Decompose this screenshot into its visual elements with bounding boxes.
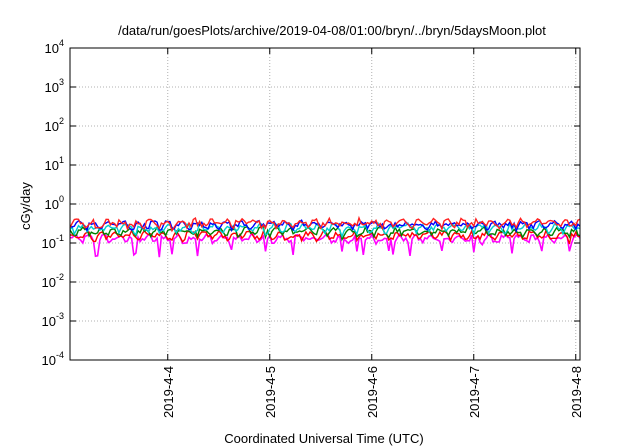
chart-title: /data/run/goesPlots/archive/2019-04-08/0… (118, 23, 546, 38)
y-axis: 10-4 10-3 10-2 10-1 100 101 102 103 104 (42, 38, 580, 368)
x-tick-label: 2019-4-4 (161, 366, 176, 418)
y-tick-label: 10-4 (42, 350, 64, 368)
x-axis-label: Coordinated Universal Time (UTC) (224, 431, 423, 446)
y-tick-label: 103 (45, 77, 64, 95)
y-tick-label: 104 (45, 38, 64, 56)
grid (70, 47, 580, 361)
y-tick-label: 10-2 (42, 272, 64, 290)
x-tick-label: 2019-4-8 (569, 366, 584, 418)
series-line (69, 224, 581, 242)
x-tick-label: 2019-4-5 (263, 366, 278, 418)
y-tick-label: 101 (45, 155, 64, 173)
y-axis-label: cGy/day (18, 182, 33, 230)
x-axis: 2019-4-4 2019-4-5 2019-4-6 2019-4-7 2019-4-8 (161, 48, 584, 418)
y-tick-label: 10-1 (42, 233, 64, 251)
y-tick-label: 10-3 (42, 311, 64, 329)
series-line (69, 215, 581, 233)
y-tick-label: 102 (45, 116, 64, 134)
series-line (70, 232, 581, 258)
y-tick-label: 100 (45, 194, 64, 212)
x-tick-label: 2019-4-6 (365, 366, 380, 418)
x-tick-label: 2019-4-7 (467, 366, 482, 418)
series-group (69, 215, 581, 258)
